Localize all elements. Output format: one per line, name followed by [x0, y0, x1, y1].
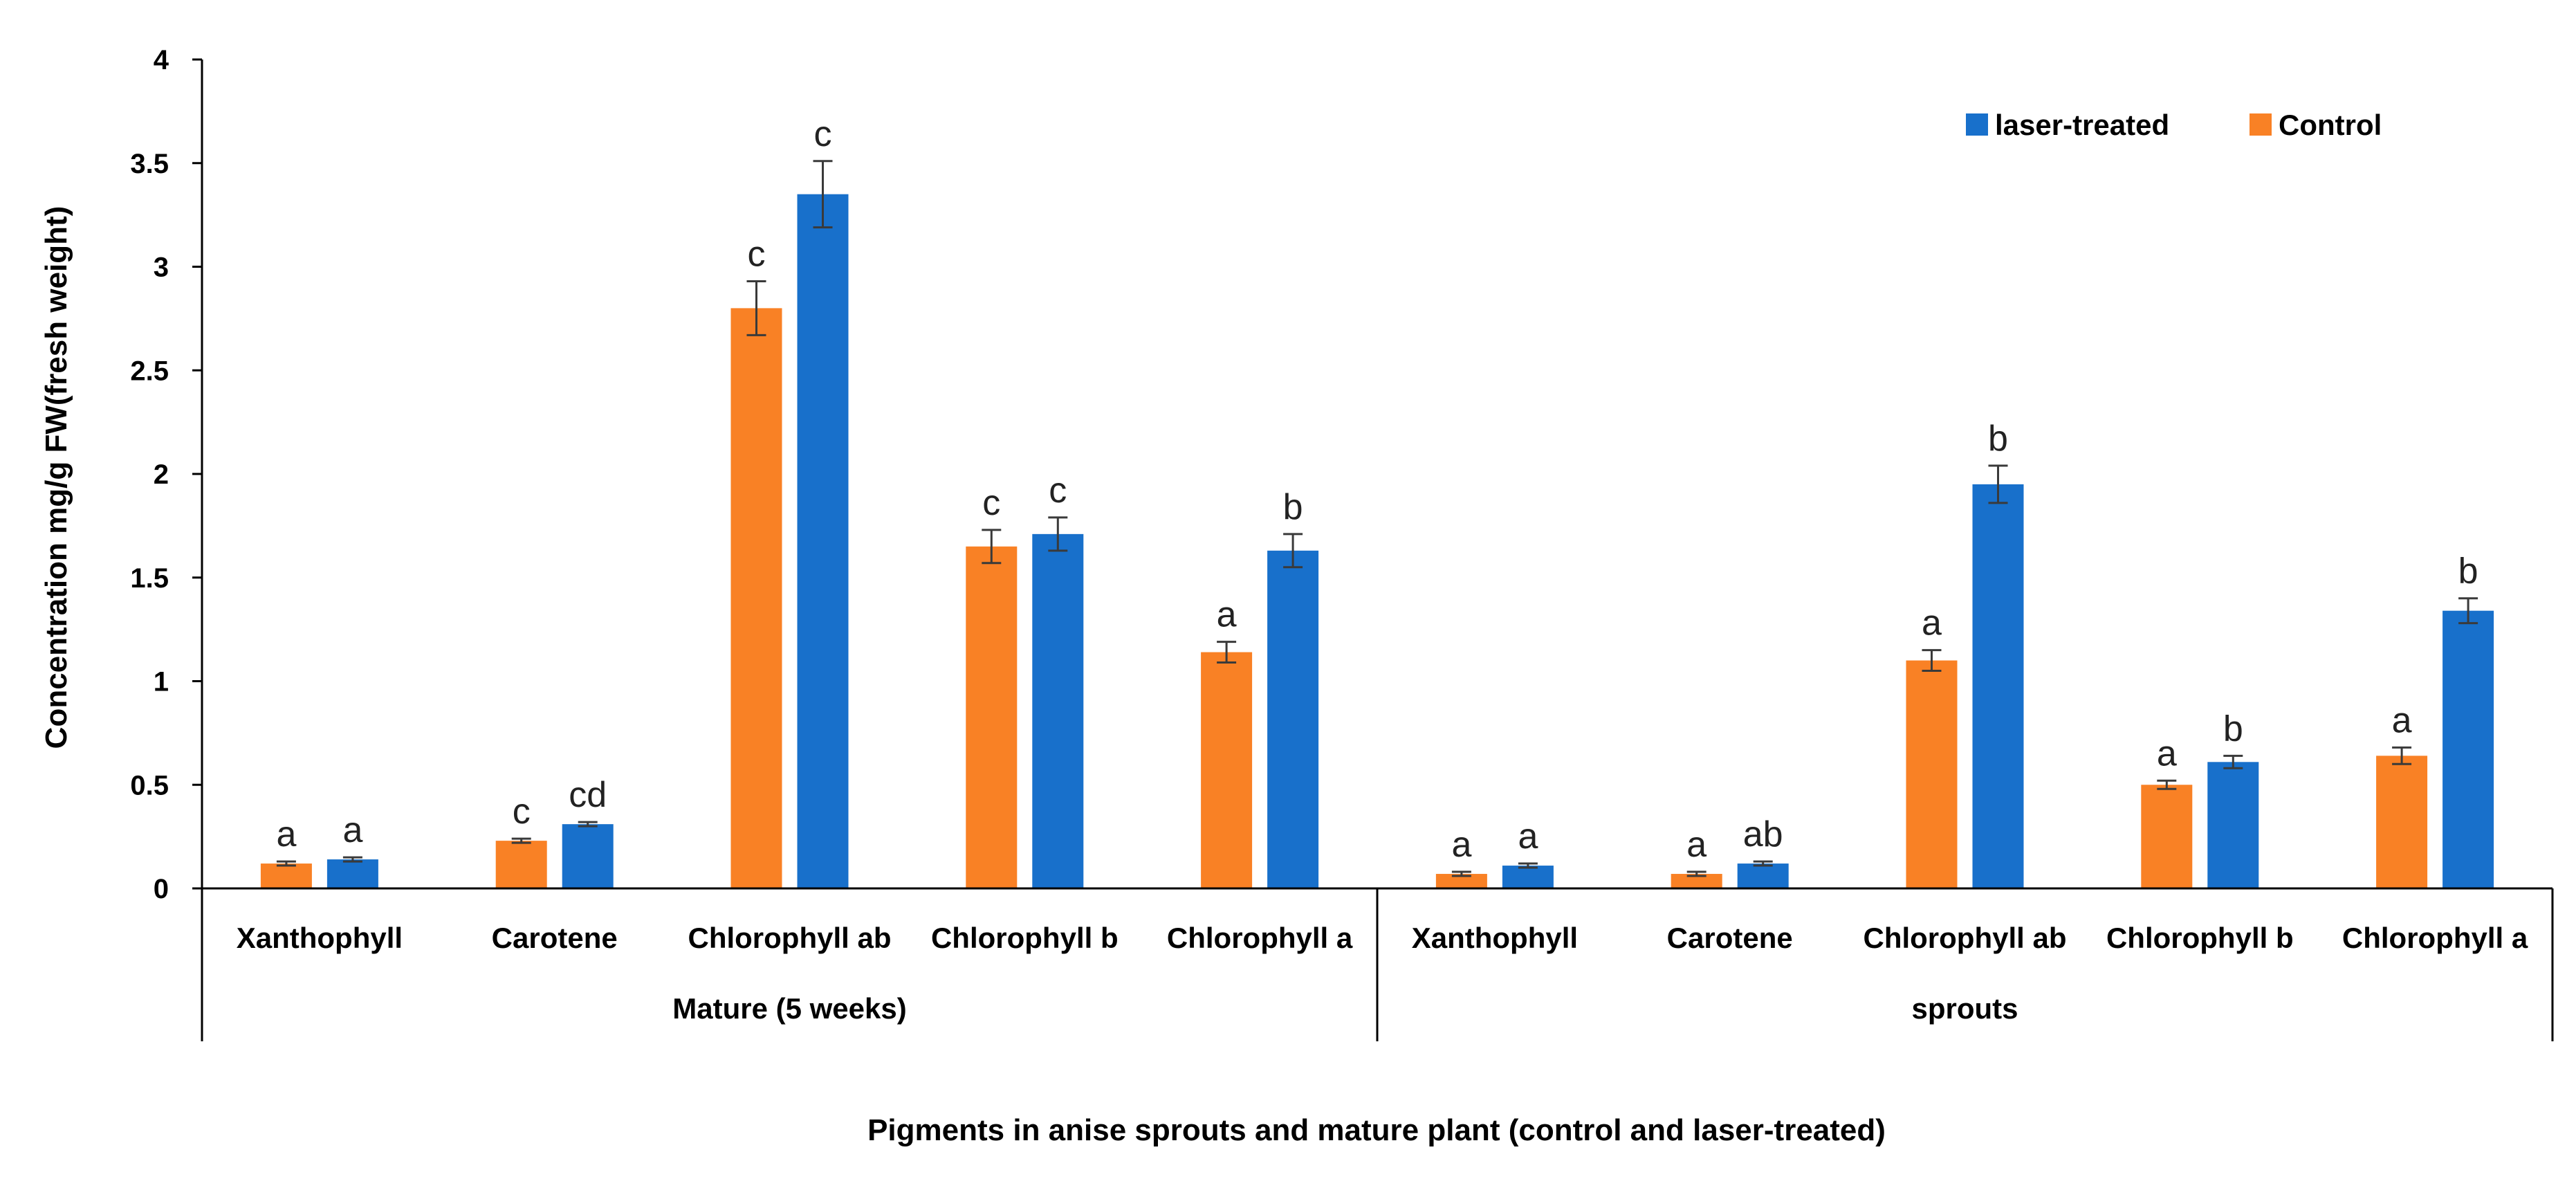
bar-laser — [1737, 863, 1789, 888]
x-category-label: Xanthophyll — [237, 922, 403, 954]
bar-laser — [326, 859, 378, 888]
y-tick-label: 2 — [154, 459, 169, 490]
x-group-label: Mature (5 weeks) — [672, 992, 906, 1025]
y-tick-label: 4 — [154, 45, 169, 75]
significance-letter-control: c — [982, 483, 1000, 523]
x-group-label: sprouts — [1911, 992, 2018, 1025]
bar-laser — [2442, 610, 2494, 888]
bar-laser — [1972, 484, 2024, 888]
y-tick-label: 2.5 — [130, 356, 169, 386]
significance-letter-control: a — [2157, 733, 2177, 774]
significance-letter-control: a — [1451, 825, 1471, 865]
bar-laser — [1267, 550, 1319, 888]
significance-letter-control: a — [1922, 603, 1942, 643]
significance-letter-control: c — [513, 792, 531, 832]
x-category-label: Carotene — [1667, 922, 1793, 954]
bar-control — [260, 863, 312, 888]
y-axis-ticks: 0 0.5 1 1.5 2 2.5 3 3.5 4 — [130, 45, 202, 904]
bar-control — [1906, 660, 1958, 888]
bar-laser — [562, 824, 614, 888]
y-tick-label: 1.5 — [130, 563, 169, 594]
x-axis-category-labels: Xanthophyll Carotene Chlorophyll ab Chlorop… — [237, 922, 2528, 954]
bar-control — [495, 841, 547, 888]
significance-letter-control: a — [2392, 700, 2412, 740]
bar-control — [730, 308, 782, 888]
x-category-label: Carotene — [492, 922, 618, 954]
x-category-label: Chlorophyll b — [2106, 922, 2294, 954]
legend-swatch — [1966, 113, 1988, 136]
significance-letter-laser: b — [1988, 419, 2008, 459]
significance-letter-control: a — [276, 814, 296, 854]
x-category-label: Xanthophyll — [1412, 922, 1578, 954]
x-category-label: Chlorophyll ab — [1864, 922, 2067, 954]
legend: laser-treated Control — [1966, 109, 2382, 141]
legend-label: laser-treated — [1995, 109, 2169, 141]
significance-letter-laser: a — [342, 810, 362, 850]
significance-letter-laser: a — [1518, 816, 1538, 857]
bar-control — [2141, 785, 2193, 888]
significance-letter-control: a — [1686, 825, 1706, 865]
bar-control — [1671, 874, 1722, 888]
bar-control — [1435, 874, 1487, 888]
y-axis-title: Concentration mg/g FW(fresh weight) — [39, 206, 73, 749]
bar-laser — [1502, 866, 1554, 888]
significance-letter-laser: c — [1049, 470, 1067, 511]
significance-letter-laser: c — [814, 114, 832, 154]
y-tick-label: 0.5 — [130, 770, 169, 801]
significance-letter-laser: ab — [1743, 814, 1783, 854]
legend-label: Control — [2279, 109, 2382, 141]
x-category-label: Chlorophyll a — [1167, 922, 1353, 954]
y-tick-label: 3 — [154, 253, 169, 283]
x-axis-group-labels: Mature (5 weeks) sprouts — [201, 888, 2554, 1041]
significance-letter-laser: b — [1283, 487, 1303, 527]
significance-letter-laser: cd — [569, 775, 607, 815]
bar-control — [966, 546, 1018, 888]
y-tick-label: 0 — [154, 874, 169, 904]
y-tick-label: 1 — [154, 667, 169, 697]
significance-letter-control: a — [1217, 595, 1237, 635]
significance-letter-laser: b — [2223, 709, 2243, 749]
x-axis-title: Pigments in anise sprouts and mature pla… — [867, 1113, 1886, 1147]
bar-control — [1201, 652, 1253, 888]
bar-laser — [797, 194, 849, 888]
significance-letter-laser: b — [2458, 551, 2478, 592]
legend-swatch — [2250, 113, 2272, 136]
bar-laser — [2207, 762, 2259, 888]
bar-control — [2376, 756, 2428, 888]
x-category-label: Chlorophyll ab — [688, 922, 892, 954]
x-category-label: Chlorophyll b — [931, 922, 1119, 954]
x-category-label: Chlorophyll a — [2342, 922, 2528, 954]
significance-letter-control: c — [748, 234, 766, 274]
bar-laser — [1032, 533, 1084, 888]
y-tick-label: 3.5 — [130, 149, 169, 179]
